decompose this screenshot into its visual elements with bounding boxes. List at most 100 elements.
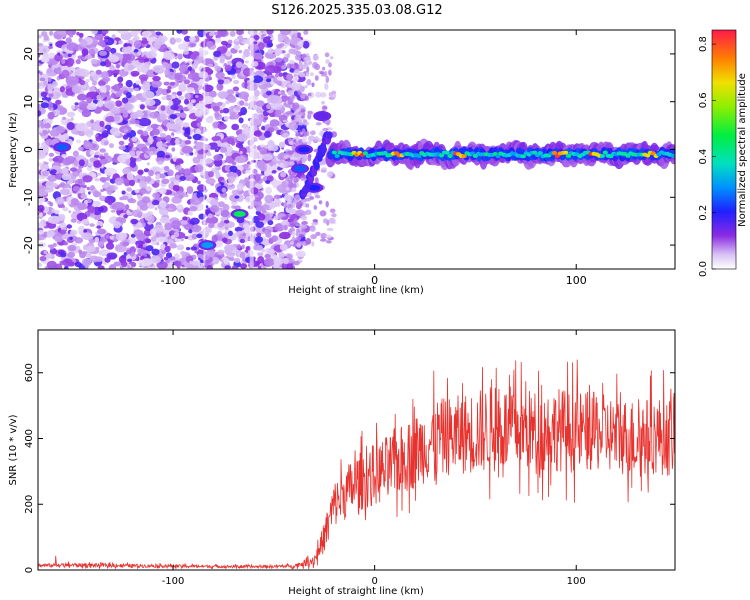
noise-dot — [257, 256, 265, 264]
noise-dot — [89, 185, 95, 191]
ridge-core — [650, 151, 656, 156]
noise-dot — [180, 251, 186, 255]
noise-dot — [187, 102, 194, 110]
noise-dot — [255, 204, 264, 212]
noise-dot — [143, 222, 154, 231]
noise-dot — [81, 218, 90, 225]
noise-dot — [90, 119, 94, 124]
snr-y-ticks: 0 200 400 600 — [24, 363, 675, 573]
noise-dot — [100, 189, 104, 193]
noise-dot — [150, 255, 162, 264]
transition-dot — [289, 173, 294, 180]
noise-dot — [265, 30, 274, 35]
noise-dot — [225, 151, 232, 157]
noise-dot — [228, 230, 233, 236]
noise-dot — [58, 183, 64, 188]
noise-dot — [252, 52, 263, 60]
transition-dot — [293, 217, 298, 225]
noise-dot — [48, 45, 53, 50]
noise-dot — [89, 223, 95, 227]
transition-dot — [315, 122, 322, 126]
noise-dot — [224, 64, 232, 72]
noise-dot — [189, 128, 194, 134]
noise-dot — [167, 85, 172, 90]
noise-dot — [152, 192, 161, 199]
noise-dot — [122, 241, 130, 247]
noise-dot — [269, 119, 280, 127]
noise-dot — [163, 256, 169, 261]
ridge-core — [551, 150, 558, 155]
noise-dot — [41, 145, 49, 154]
transition-blob — [316, 113, 329, 120]
noise-dot — [67, 53, 72, 58]
noise-dot — [193, 145, 197, 149]
noise-dot — [210, 256, 220, 265]
noise-dot — [203, 226, 212, 234]
noise-dot — [71, 85, 82, 94]
noise-dot — [145, 238, 152, 244]
noise-dot — [176, 264, 181, 269]
noise-dot — [257, 42, 265, 50]
noise-dot — [184, 127, 191, 135]
noise-dot — [187, 136, 192, 140]
transition-dot — [323, 218, 328, 224]
noise-dot — [266, 175, 274, 182]
noise-dot — [217, 101, 223, 106]
noise-dot — [220, 209, 230, 218]
noise-dot — [65, 37, 72, 44]
noise-dot — [164, 245, 171, 253]
noise-dot — [139, 181, 147, 189]
noise-dot — [171, 234, 175, 239]
noise-dot — [92, 74, 99, 82]
noise-dot — [47, 83, 54, 91]
noise-dot — [281, 220, 289, 227]
noise-dot — [143, 58, 150, 63]
noise-dot — [176, 244, 185, 251]
noise-dot — [252, 61, 259, 67]
noise-dot — [97, 206, 105, 212]
noise-dot — [190, 224, 202, 233]
noise-dot — [254, 197, 262, 202]
ridge-core — [520, 154, 527, 159]
noise-dot — [270, 144, 279, 152]
noise-dot — [141, 30, 152, 38]
spectrogram-x-tick-label: -100 — [161, 274, 186, 287]
noise-dot — [118, 145, 127, 151]
noise-dot — [171, 132, 175, 137]
noise-dot — [217, 91, 229, 99]
noise-dot — [219, 55, 226, 62]
ridge-core — [331, 150, 337, 155]
noise-dot — [221, 232, 230, 239]
noise-dot — [214, 111, 220, 118]
snr-x-tick-label: -100 — [162, 576, 185, 587]
noise-dot — [217, 230, 223, 236]
colorbar-tick-label: 0.0 — [698, 261, 709, 277]
transition-dot — [306, 140, 312, 145]
noise-dot — [179, 64, 188, 72]
noise-dot — [141, 90, 155, 99]
noise-dot — [168, 100, 174, 106]
transition-dot — [293, 139, 297, 143]
transition-dot — [293, 177, 300, 182]
spectrogram-ylabel: Frequency (Hz) — [8, 112, 19, 188]
transition-dot — [309, 226, 316, 233]
transition-dot — [285, 187, 290, 191]
transition-dot — [326, 227, 334, 232]
noise-dot — [179, 112, 187, 118]
ridge-core — [670, 153, 675, 158]
noise-dot — [209, 198, 219, 207]
noise-dot — [269, 161, 274, 167]
noise-dot — [211, 251, 216, 256]
noise-dot — [217, 123, 227, 130]
noise-dot — [244, 177, 250, 183]
noise-dot — [184, 92, 191, 100]
noise-dot — [265, 170, 274, 177]
transition-dot — [331, 213, 337, 218]
snr-frame — [38, 330, 675, 570]
noise-dot — [295, 250, 306, 258]
noise-dot — [234, 195, 240, 199]
noise-dot — [47, 174, 58, 182]
transition-dot — [285, 110, 293, 115]
noise-dot — [183, 122, 189, 128]
noise-dot — [43, 122, 51, 129]
